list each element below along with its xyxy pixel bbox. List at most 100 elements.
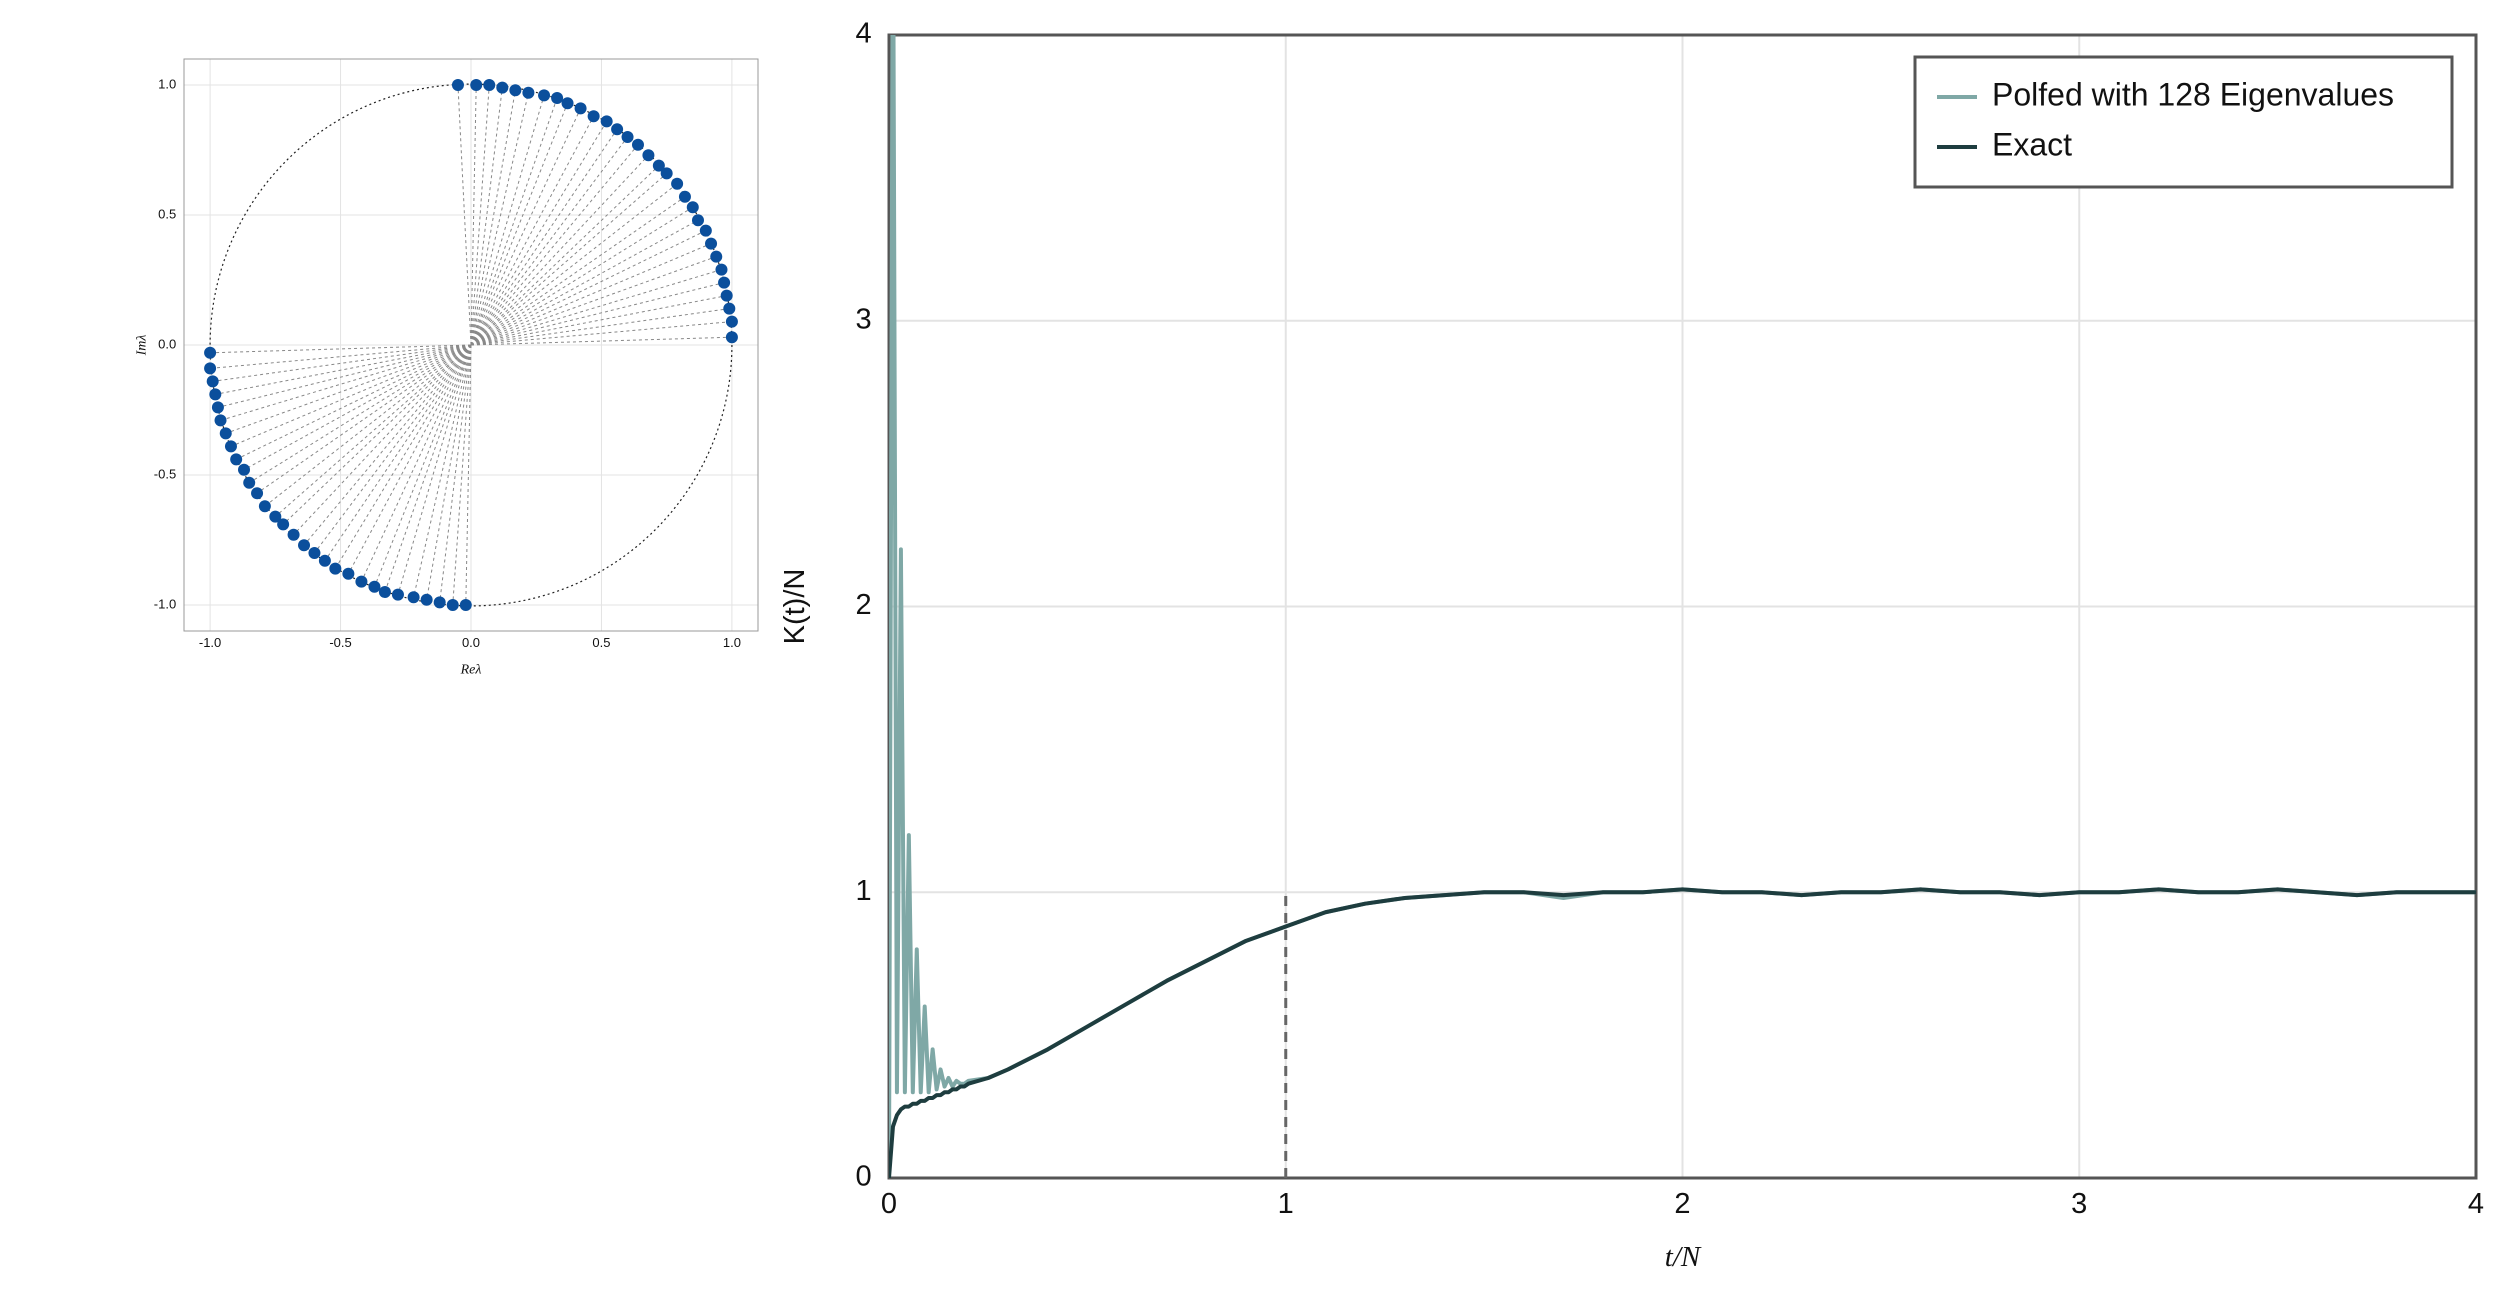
y-tick-label: -1.0 <box>154 596 176 611</box>
ray <box>470 87 503 346</box>
eigenvalue-point <box>587 110 600 123</box>
ray <box>248 344 472 484</box>
eigenvalue-point <box>378 586 391 598</box>
eigenvalue-point <box>230 453 243 466</box>
eigenvalue-point <box>329 562 342 575</box>
eigenvalue-point <box>678 190 691 203</box>
eigenvalue-point <box>342 567 355 580</box>
y-tick-label: 4 <box>855 18 871 50</box>
ray <box>334 344 472 569</box>
eigenvalue-point <box>705 237 718 250</box>
ray <box>413 344 472 598</box>
eigenvalue-point <box>522 86 535 99</box>
eigenvalue-point <box>538 89 551 102</box>
ray <box>274 344 472 517</box>
ray <box>439 344 472 603</box>
eigenvalue-point <box>561 97 574 110</box>
ray <box>314 344 472 554</box>
eigenvalue-point <box>652 159 665 172</box>
eigenvalue-point <box>631 138 644 151</box>
eigenvalue-point <box>211 401 224 414</box>
eigenvalue-point <box>718 276 731 289</box>
eigenvalue-point <box>551 92 564 104</box>
eigenvalue-point <box>483 79 496 91</box>
eigenvalue-point <box>204 362 217 375</box>
eigenvalue-point <box>509 84 522 97</box>
ray <box>243 344 472 471</box>
ray <box>470 108 582 346</box>
eigenvalue-point <box>642 149 655 162</box>
ray <box>215 344 472 395</box>
ray <box>347 344 472 575</box>
eigenvalue-point <box>420 593 433 606</box>
y-tick-label: 0 <box>855 1161 871 1193</box>
ray <box>470 84 490 346</box>
ray <box>360 344 472 582</box>
ray <box>470 282 725 346</box>
ray <box>210 344 472 369</box>
eigenvalue-point <box>496 81 509 94</box>
ray <box>324 344 472 562</box>
ray <box>470 206 694 346</box>
eigenvalue-point <box>600 115 613 128</box>
eigenvalue-point <box>710 250 723 263</box>
ray <box>225 344 472 434</box>
eigenvalue-point <box>699 224 712 237</box>
x-tick-label: 4 <box>2468 1188 2484 1220</box>
eigenvalue-point <box>269 510 282 523</box>
ray <box>470 256 717 346</box>
ray <box>470 95 545 346</box>
ray <box>470 165 660 346</box>
eigenvalue-point <box>287 528 300 541</box>
ray <box>230 344 472 447</box>
eigenvalue-point <box>238 463 251 476</box>
eigenvalue-point <box>391 588 404 601</box>
plot-frame <box>183 58 759 632</box>
ray <box>470 136 628 346</box>
eigenvalue-point <box>470 79 483 91</box>
ray <box>470 97 558 346</box>
ray <box>470 336 732 346</box>
ray <box>470 219 699 346</box>
eigenvalue-point <box>214 414 227 427</box>
eigenvalue-point <box>451 79 464 91</box>
ray <box>373 344 472 587</box>
eigenvalue-point <box>446 599 459 611</box>
y-tick-label: 3 <box>855 303 871 335</box>
ray <box>470 92 529 346</box>
x-axis-label: t/N <box>1665 1241 1702 1273</box>
x-tick-label: 0.5 <box>592 635 610 650</box>
ray <box>470 321 732 346</box>
eigenvalue-point <box>723 302 736 315</box>
ray <box>397 344 472 595</box>
ray <box>470 269 722 346</box>
eigenvalue-point <box>407 591 420 604</box>
ray <box>426 344 472 600</box>
ray <box>452 344 472 606</box>
legend-label: Polfed with 128 Eigenvalues <box>1992 76 2394 112</box>
ray <box>256 344 472 494</box>
eigenvalue-point <box>209 388 222 401</box>
x-tick-label: 1.0 <box>723 635 741 650</box>
ray <box>220 344 472 421</box>
ray <box>465 344 472 606</box>
y-tick-label: 1.0 <box>158 76 176 91</box>
ray <box>470 308 730 346</box>
ray <box>457 84 472 346</box>
x-axis-label: Reλ <box>460 662 482 677</box>
ray <box>470 243 712 346</box>
eigenvalue-point <box>219 427 232 440</box>
x-tick-label: 0.0 <box>462 635 480 650</box>
ray <box>384 344 472 593</box>
ray <box>470 144 639 346</box>
eigenvalue-point <box>277 518 290 531</box>
eigenvalue-point <box>368 580 381 593</box>
ray <box>470 115 595 346</box>
eigenvalue-point <box>459 599 472 611</box>
ray <box>470 90 516 346</box>
eigenvalue-point <box>355 575 368 588</box>
eigenvalue-point <box>660 167 673 180</box>
eigenvalue-point <box>204 346 217 359</box>
eigenvalue-point <box>298 539 311 552</box>
eigenvalue-point <box>715 263 728 276</box>
